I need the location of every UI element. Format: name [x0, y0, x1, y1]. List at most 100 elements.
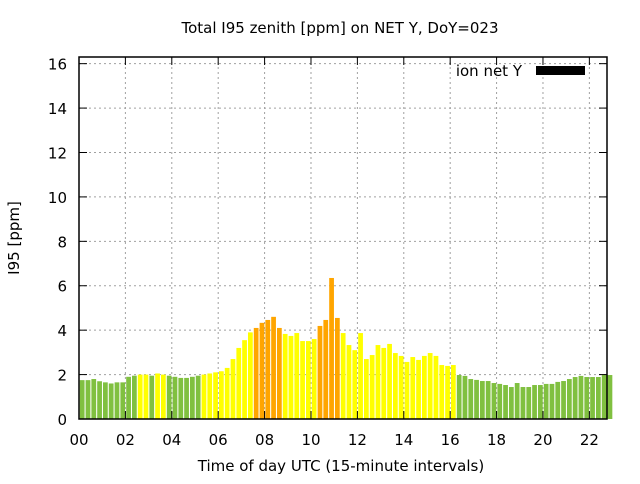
bar [387, 343, 392, 419]
bar [427, 353, 433, 419]
y-axis-label: I95 [ppm] [5, 201, 23, 275]
bar [195, 375, 201, 419]
bar [323, 319, 329, 419]
bar [271, 316, 276, 419]
bar [184, 377, 189, 419]
bar [126, 376, 131, 419]
bar [207, 373, 213, 419]
bar [160, 374, 166, 419]
bar [329, 277, 334, 419]
bar [607, 375, 613, 419]
x-tick-label: 14 [394, 431, 413, 449]
bar [346, 345, 352, 419]
x-tick-label: 18 [487, 431, 506, 449]
bar [300, 341, 305, 419]
bar [97, 381, 102, 419]
x-tick-label: 08 [255, 431, 274, 449]
bar [421, 355, 427, 419]
bar [381, 347, 387, 419]
bar [537, 385, 543, 419]
x-tick-label: 02 [116, 431, 135, 449]
bar [543, 383, 549, 419]
bar [352, 350, 358, 419]
bar [566, 379, 572, 419]
bar [247, 332, 253, 419]
bar [445, 365, 450, 419]
bar [334, 317, 340, 419]
y-tick-label: 8 [57, 233, 67, 251]
bar [485, 381, 491, 419]
grid [79, 57, 607, 419]
chart-title: Total I95 zenith [ppm] on NET Y, DoY=023 [180, 19, 498, 37]
bar [213, 372, 218, 419]
x-tick-label: 12 [348, 431, 367, 449]
x-tick-label: 06 [209, 431, 228, 449]
bar [404, 361, 410, 419]
bar [532, 385, 537, 419]
x-axis-label: Time of day UTC (15-minute intervals) [197, 457, 484, 475]
bar [137, 374, 143, 419]
bar [392, 353, 398, 419]
bar [85, 380, 91, 419]
bar [102, 382, 108, 419]
bars [79, 277, 613, 419]
bar [450, 365, 456, 419]
bar [317, 325, 323, 419]
x-tick-label: 20 [533, 431, 552, 449]
bar [520, 387, 526, 419]
bar [143, 374, 149, 419]
bar [259, 322, 265, 419]
bar [79, 380, 85, 419]
bar [149, 375, 155, 419]
bar [584, 377, 590, 419]
bar [468, 379, 474, 419]
bar [514, 383, 520, 419]
bar [595, 377, 601, 419]
bar [572, 377, 578, 419]
legend-label: ion net Y [456, 62, 523, 80]
x-tick-label: 04 [162, 431, 181, 449]
bar [497, 383, 503, 419]
bar [474, 379, 479, 419]
bar [166, 375, 172, 419]
legend-swatch [536, 66, 585, 75]
bar [114, 382, 120, 419]
bar [503, 385, 508, 419]
bar [218, 371, 224, 419]
bar [91, 379, 97, 419]
y-tick-label: 14 [48, 100, 67, 118]
bar [305, 341, 311, 419]
legend: ion net Y [456, 62, 585, 80]
bar [230, 359, 236, 419]
y-tick-label: 10 [48, 189, 67, 207]
bar [456, 375, 462, 419]
bar [288, 335, 294, 419]
bar [578, 375, 584, 419]
x-tick-label: 00 [69, 431, 88, 449]
bar [416, 359, 421, 419]
bar [479, 381, 485, 419]
bar [294, 333, 300, 419]
bar [462, 375, 468, 419]
bar [439, 365, 445, 419]
bar [358, 333, 363, 419]
y-tick-label: 6 [57, 278, 67, 296]
bar [433, 355, 439, 419]
bar [375, 345, 381, 419]
bar [526, 387, 532, 419]
y-tick-label: 0 [57, 411, 67, 429]
plot-frame [78, 56, 608, 420]
bar [398, 355, 404, 419]
y-tick-label: 4 [57, 322, 67, 340]
bar [369, 355, 375, 419]
bar [224, 367, 230, 419]
bar [108, 383, 114, 419]
y-tick-label: 16 [48, 56, 67, 74]
bar [276, 327, 282, 419]
x-tick-label: 16 [441, 431, 460, 449]
x-tick-label: 22 [580, 431, 599, 449]
bar [189, 376, 195, 419]
bar [410, 357, 416, 419]
